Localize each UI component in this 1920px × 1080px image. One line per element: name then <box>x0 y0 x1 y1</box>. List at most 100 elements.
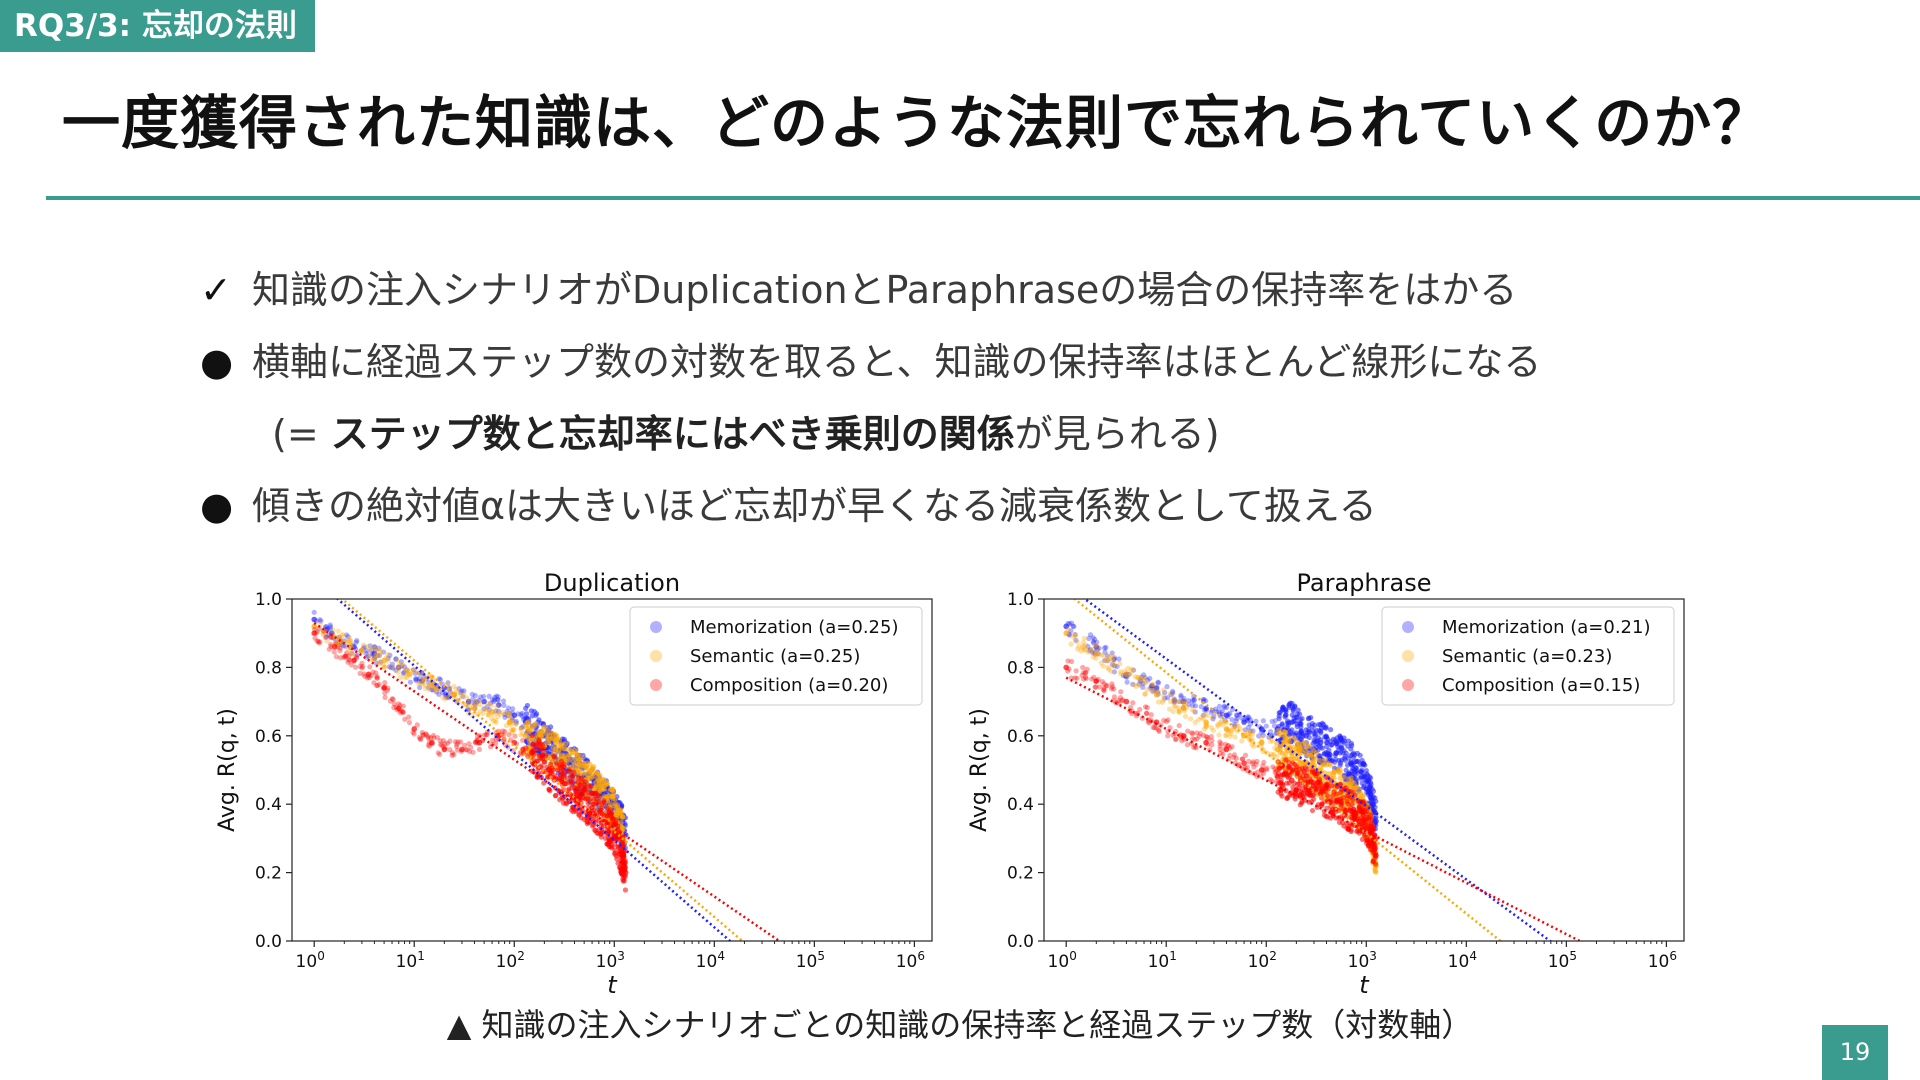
data-point <box>333 654 340 660</box>
data-point <box>536 738 543 744</box>
data-point <box>1143 710 1150 717</box>
data-point <box>1349 751 1356 757</box>
data-point <box>1282 714 1288 720</box>
data-point <box>1197 730 1203 736</box>
data-point <box>468 744 474 751</box>
data-point <box>1108 685 1115 692</box>
data-point <box>1201 726 1207 732</box>
data-point <box>437 677 444 683</box>
data-point <box>592 827 598 833</box>
data-point <box>442 741 448 747</box>
data-point <box>1364 809 1370 815</box>
data-point <box>1217 746 1223 753</box>
y-tick-label: 0.8 <box>255 658 282 678</box>
data-point <box>329 630 335 636</box>
data-point <box>1140 672 1147 678</box>
data-point <box>1189 706 1195 712</box>
data-point <box>1205 734 1211 741</box>
data-point <box>1160 697 1166 703</box>
data-point <box>518 725 524 731</box>
data-point <box>411 668 417 674</box>
data-point <box>1149 682 1155 688</box>
x-tick-label: 102 <box>496 949 525 972</box>
data-point <box>377 649 384 655</box>
data-point <box>532 736 538 742</box>
legend-marker <box>650 679 662 691</box>
data-point <box>1249 728 1255 734</box>
data-point <box>1254 758 1260 764</box>
data-point <box>1319 745 1325 751</box>
data-point <box>1063 664 1069 671</box>
data-point <box>1274 746 1281 753</box>
data-point <box>407 679 413 685</box>
data-point <box>433 684 439 690</box>
data-point <box>1140 680 1146 686</box>
data-point <box>466 741 472 747</box>
data-point <box>1186 702 1192 708</box>
data-point <box>1290 784 1296 790</box>
data-point <box>1167 698 1174 705</box>
data-point <box>1361 820 1367 826</box>
data-point <box>1098 652 1104 658</box>
data-point <box>1111 663 1118 669</box>
data-point <box>1172 736 1179 743</box>
data-point <box>1292 703 1298 709</box>
data-point <box>1205 712 1211 718</box>
data-point <box>1328 727 1334 733</box>
data-point <box>1278 791 1284 797</box>
data-point <box>376 661 383 667</box>
data-point <box>612 796 618 803</box>
data-point <box>395 663 401 670</box>
data-point <box>601 780 607 786</box>
data-point <box>445 694 452 701</box>
data-point <box>1323 782 1329 788</box>
data-point <box>400 662 407 669</box>
data-point <box>1109 653 1115 659</box>
data-point <box>1305 791 1311 797</box>
data-point <box>461 691 467 697</box>
data-point <box>591 796 597 802</box>
data-point <box>506 719 513 725</box>
data-point <box>1274 741 1280 747</box>
data-point <box>1090 639 1096 645</box>
data-point <box>426 686 432 692</box>
data-point <box>489 697 496 703</box>
data-point <box>1118 689 1124 695</box>
data-point <box>361 671 367 677</box>
data-point <box>1175 705 1182 711</box>
data-point <box>506 710 512 717</box>
data-point <box>373 670 379 676</box>
data-point <box>422 677 428 683</box>
data-point <box>385 655 391 661</box>
y-tick-label: 0.8 <box>1007 658 1034 678</box>
data-point <box>1167 725 1173 731</box>
data-point <box>1327 762 1334 768</box>
data-point <box>1304 766 1310 772</box>
data-point <box>533 711 540 717</box>
data-point <box>472 692 479 699</box>
data-point <box>1203 705 1209 712</box>
data-point <box>1133 683 1139 689</box>
data-point <box>340 643 346 649</box>
data-point <box>390 696 396 702</box>
axes-frame <box>1043 598 1685 942</box>
data-point <box>502 711 508 718</box>
data-point <box>433 686 439 692</box>
data-point <box>430 687 436 693</box>
data-point <box>1244 764 1250 770</box>
data-point <box>1100 663 1106 669</box>
data-point <box>620 814 626 820</box>
data-point <box>419 676 425 683</box>
data-point <box>1094 639 1100 645</box>
data-point <box>1181 698 1187 705</box>
data-point <box>1131 667 1137 673</box>
data-point <box>371 645 378 651</box>
data-point <box>1318 767 1324 773</box>
data-point <box>585 800 591 806</box>
data-point <box>429 681 435 688</box>
data-point <box>437 751 443 758</box>
data-point <box>572 747 578 753</box>
data-point <box>1147 685 1153 691</box>
data-point <box>1068 675 1074 681</box>
data-point <box>494 703 500 710</box>
